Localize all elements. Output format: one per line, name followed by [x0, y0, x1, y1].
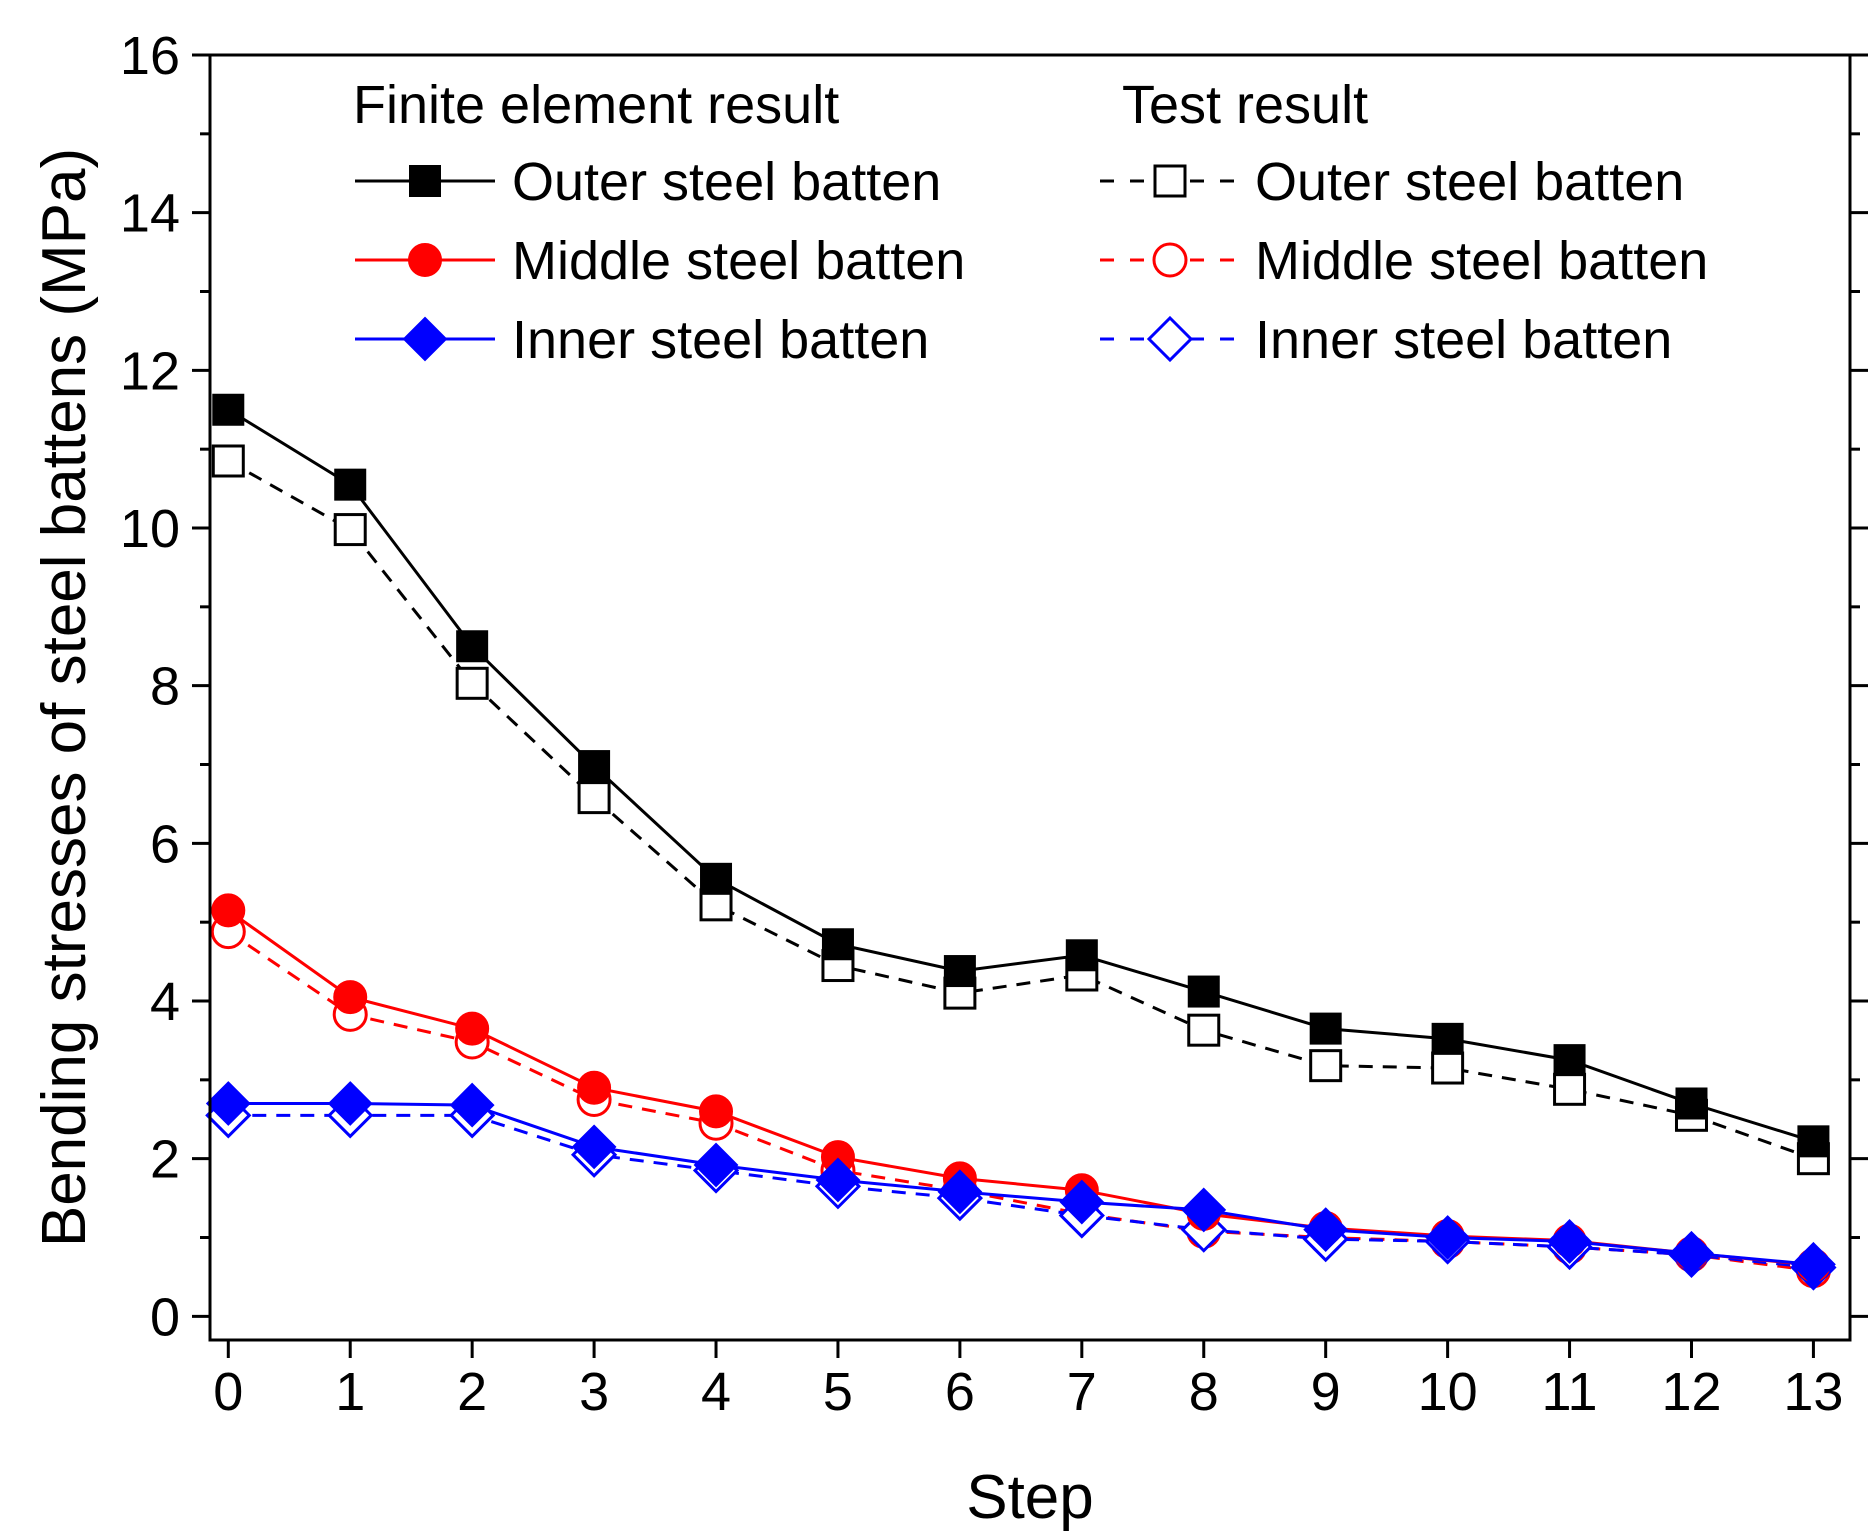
test-outer-steel-batten-point — [455, 666, 489, 700]
x-tick-label: 8 — [1189, 1362, 1219, 1422]
fe-outer-steel-batten-point — [1065, 939, 1098, 972]
test-outer-steel-batten-point — [333, 513, 367, 547]
fe-middle-steel-batten-point — [333, 980, 368, 1015]
y-tick-label: 4 — [150, 972, 180, 1032]
x-tick-label: 9 — [1311, 1362, 1341, 1422]
test-outer-steel-batten-point — [699, 888, 733, 922]
fe-inner-steel-batten-point — [571, 1124, 617, 1170]
y-tick-label: 12 — [120, 341, 180, 401]
legend-label: Inner steel batten — [1255, 310, 1672, 370]
legend-entry-fe-outer-steel-batten: Outer steel batten — [355, 152, 941, 212]
x-tick-label: 3 — [579, 1362, 609, 1422]
fe-inner-steel-batten-point — [937, 1169, 983, 1215]
fe-outer-steel-batten-point — [1187, 975, 1220, 1008]
x-tick-label: 4 — [701, 1362, 731, 1422]
fe-outer-steel-batten-point — [1797, 1125, 1830, 1158]
fe-inner-steel-batten-point — [1425, 1215, 1471, 1260]
legend-label: Outer steel batten — [1255, 152, 1684, 212]
fe-outer-steel-batten-line — [227, 408, 1814, 1143]
y-tick-label: 0 — [150, 1287, 180, 1347]
y-axis: 0 2 4 6 8 10 12 14 16 — [120, 26, 1868, 1347]
x-tick-label: 5 — [823, 1362, 853, 1422]
plot-marks — [205, 393, 1837, 1291]
y-tick-label: 8 — [150, 657, 180, 717]
x-tick-label: 2 — [457, 1362, 487, 1422]
legend-entry-test-inner-steel-batten: Inner steel batten — [1100, 310, 1672, 370]
legend-marker — [1146, 315, 1194, 363]
y-tick-label: 10 — [120, 499, 180, 559]
fe-inner-steel-batten-point — [1303, 1207, 1349, 1253]
fe-middle-steel-batten-point — [211, 893, 246, 928]
x-axis-title: Step — [966, 1463, 1094, 1532]
fe-outer-steel-batten-point — [821, 928, 854, 961]
y-tick-label: 2 — [150, 1130, 180, 1190]
fe-inner-steel-batten-point — [449, 1082, 495, 1128]
x-tick-label: 7 — [1067, 1362, 1097, 1422]
fe-inner-steel-batten-point — [1791, 1241, 1836, 1287]
fe-middle-steel-batten-point — [577, 1070, 612, 1105]
x-axis: 0 1 2 3 4 5 6 7 8 9 10 11 12 13 — [213, 1340, 1843, 1422]
legend-label: Inner steel batten — [512, 310, 929, 370]
legend-marker — [1153, 164, 1187, 198]
fe-outer-steel-batten-point — [1675, 1087, 1708, 1120]
y-tick-label: 6 — [150, 814, 180, 874]
y-axis-title: Bending stresses of steel battens (MPa) — [30, 148, 99, 1247]
legend-label: Outer steel batten — [512, 152, 941, 212]
test-outer-steel-batten-point — [1309, 1049, 1343, 1083]
fe-inner-steel-batten-point — [205, 1081, 251, 1126]
y-tick-label: 14 — [120, 184, 180, 244]
x-tick-label: 13 — [1783, 1362, 1843, 1422]
x-tick-label: 1 — [335, 1362, 365, 1422]
x-tick-label: 11 — [1542, 1362, 1598, 1422]
legend-marker — [408, 243, 442, 277]
fe-inner-steel-batten-point — [693, 1142, 739, 1188]
fe-inner-steel-batten-point — [1669, 1230, 1714, 1276]
fe-outer-steel-batten-point — [943, 955, 976, 988]
x-tick-label: 6 — [945, 1362, 975, 1422]
legend-entry-test-middle-steel-batten: Middle steel batten — [1100, 231, 1708, 291]
legend-marker — [409, 165, 441, 197]
fe-outer-steel-batten-series — [212, 393, 1830, 1158]
legend-marker — [402, 316, 448, 362]
legend-group-title-test: Test result — [1122, 75, 1368, 135]
test-outer-steel-batten-point — [211, 444, 245, 478]
legend: Finite element result Test result Outer … — [353, 75, 1708, 370]
fe-inner-steel-batten-point — [1059, 1179, 1105, 1225]
fe-inner-steel-batten-series — [205, 1081, 1836, 1287]
x-tick-label: 0 — [213, 1362, 243, 1422]
fe-outer-steel-batten-point — [334, 468, 367, 501]
legend-entry-test-outer-steel-batten: Outer steel batten — [1100, 152, 1684, 212]
fe-outer-steel-batten-point — [456, 630, 489, 663]
fe-middle-steel-batten-point — [455, 1011, 490, 1046]
test-outer-steel-batten-line — [227, 459, 1814, 1161]
test-outer-steel-batten-series — [211, 444, 1830, 1176]
fe-outer-steel-batten-point — [700, 862, 733, 895]
test-outer-steel-batten-point — [577, 781, 611, 815]
fe-outer-steel-batten-point — [212, 393, 245, 426]
legend-group-title-fe: Finite element result — [353, 75, 839, 135]
test-outer-steel-batten-point — [1553, 1072, 1587, 1106]
legend-label: Middle steel batten — [1255, 231, 1708, 291]
test-outer-steel-batten-point — [1431, 1051, 1465, 1085]
fe-middle-steel-batten-point — [699, 1094, 734, 1129]
plot-frame — [208, 53, 1852, 1342]
legend-label: Middle steel batten — [512, 231, 965, 291]
fe-outer-steel-batten-point — [1309, 1012, 1342, 1045]
legend-entry-fe-middle-steel-batten: Middle steel batten — [355, 231, 965, 291]
legend-marker — [1152, 242, 1188, 278]
fe-inner-steel-batten-point — [815, 1157, 861, 1203]
fe-outer-steel-batten-point — [1553, 1044, 1586, 1077]
x-tick-label: 10 — [1418, 1362, 1478, 1422]
test-outer-steel-batten-point — [1187, 1013, 1221, 1047]
x-tick-label: 12 — [1661, 1362, 1721, 1422]
y-tick-label: 16 — [120, 26, 180, 86]
legend-entry-fe-inner-steel-batten: Inner steel batten — [355, 310, 929, 370]
fe-outer-steel-batten-point — [578, 750, 611, 783]
fe-outer-steel-batten-point — [1431, 1022, 1464, 1055]
fe-inner-steel-batten-point — [1181, 1187, 1227, 1233]
fe-inner-steel-batten-point — [327, 1081, 373, 1126]
fe-inner-steel-batten-point — [1547, 1219, 1592, 1264]
